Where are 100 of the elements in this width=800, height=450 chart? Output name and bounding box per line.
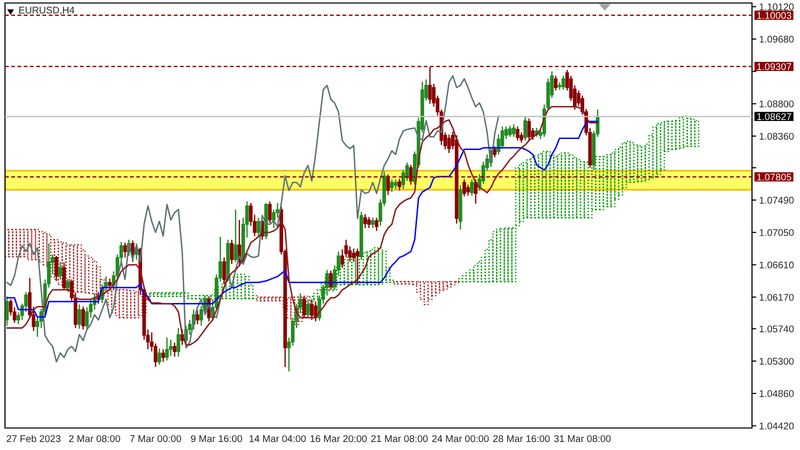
- bar: [240, 274, 246, 300]
- bar: [267, 296, 272, 302]
- bar: [366, 250, 372, 286]
- bar: [370, 248, 376, 286]
- x-tick-label: 28 Mar 16:00: [493, 435, 550, 442]
- bar: [236, 274, 242, 300]
- candlestick: [370, 217, 375, 229]
- bar: [671, 120, 676, 150]
- candlestick: [462, 178, 466, 198]
- bar: [610, 152, 616, 208]
- bar: [400, 281, 406, 285]
- y-tick-label: 1.05300: [760, 358, 794, 365]
- bar: [408, 281, 414, 285]
- ref-line-label: 1.08627: [757, 113, 792, 120]
- bar: [584, 162, 589, 218]
- bar: [271, 296, 276, 302]
- bar: [629, 142, 634, 184]
- candlestick: [492, 146, 497, 158]
- x-tick-label: 24 Mar 00:00: [432, 435, 489, 442]
- y-tick-label: 1.08800: [760, 100, 794, 108]
- bar: [496, 228, 502, 282]
- bar: [595, 156, 600, 210]
- candlestick: [470, 178, 474, 196]
- candlestick: [363, 213, 367, 229]
- candlestick: [527, 118, 531, 142]
- bar: [442, 281, 448, 290]
- bar: [393, 281, 398, 285]
- bar: [176, 292, 181, 298]
- candlestick: [158, 348, 162, 366]
- bar: [560, 152, 566, 218]
- bar: [530, 156, 536, 218]
- bar: [382, 250, 387, 284]
- candlestick: [256, 217, 260, 237]
- candlestick: [123, 242, 127, 258]
- bar: [458, 278, 463, 282]
- bar: [602, 156, 608, 208]
- bar: [476, 261, 482, 282]
- x-tick-label: 14 Mar 04:00: [250, 435, 306, 442]
- candlestick: [196, 310, 200, 325]
- bar: [149, 292, 154, 298]
- candlestick: [562, 75, 566, 90]
- bar: [160, 292, 166, 298]
- x-tick-label: 31 Mar 08:00: [554, 435, 611, 442]
- bar: [557, 154, 562, 218]
- x-tick-label: 21 Mar 08:00: [371, 435, 428, 442]
- bar: [264, 296, 269, 302]
- bar: [435, 281, 440, 294]
- bar: [92, 260, 98, 294]
- bar: [473, 264, 478, 282]
- bar: [12, 228, 18, 258]
- y-tick-label: 1.06610: [760, 262, 794, 268]
- candlestick: [523, 116, 528, 142]
- bar: [34, 228, 40, 260]
- bar: [31, 228, 36, 260]
- bar: [424, 281, 429, 306]
- bar: [564, 152, 570, 218]
- bar: [294, 296, 300, 325]
- candlestick: [165, 336, 169, 361]
- bar: [553, 156, 558, 218]
- y-tick-label: 1.10120: [760, 3, 794, 10]
- candlestick: [512, 124, 516, 138]
- y-tick-label: 1.09680: [760, 36, 794, 43]
- bar: [576, 158, 582, 218]
- bar: [88, 256, 94, 294]
- bar: [156, 292, 162, 298]
- candlestick: [5, 296, 9, 326]
- bar: [580, 161, 585, 218]
- candlestick: [390, 178, 394, 193]
- y-tick-label: 1.08360: [760, 132, 794, 140]
- bar: [72, 244, 78, 293]
- bar: [244, 276, 250, 300]
- bar: [675, 120, 680, 150]
- bar: [62, 242, 67, 288]
- bar: [598, 156, 604, 210]
- bar: [522, 162, 528, 218]
- candlestick: [508, 125, 512, 138]
- bar: [446, 281, 452, 288]
- bar: [396, 281, 402, 285]
- bar: [694, 120, 700, 148]
- bar: [618, 146, 624, 196]
- candlestick: [168, 339, 173, 357]
- bar: [122, 289, 128, 318]
- bar: [633, 144, 638, 182]
- bar: [38, 231, 44, 262]
- bar: [42, 232, 48, 266]
- bar: [668, 120, 673, 150]
- bar: [118, 289, 124, 318]
- bar: [153, 292, 158, 298]
- bar: [606, 154, 612, 208]
- candlestick: [234, 208, 238, 262]
- candlestick: [447, 134, 451, 154]
- line-series: [6, 75, 500, 363]
- candlestick: [230, 239, 234, 265]
- bar: [660, 122, 665, 171]
- bar: [526, 158, 532, 218]
- bar: [538, 153, 544, 218]
- x-tick-label: 2 Mar 08:00: [69, 435, 120, 442]
- bar: [20, 228, 25, 258]
- bar: [690, 118, 696, 148]
- bar: [229, 276, 234, 300]
